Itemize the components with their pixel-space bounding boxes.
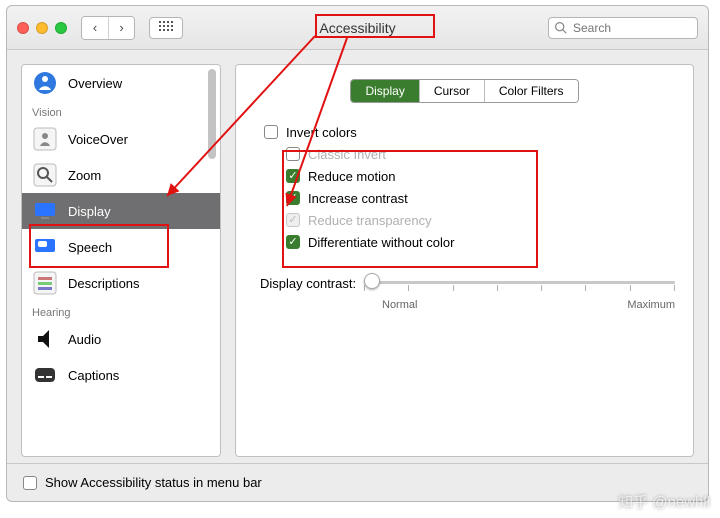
slider-knob[interactable] xyxy=(364,273,380,289)
prefs-window: ‹ › Accessibility Overview Vision xyxy=(6,5,709,502)
sidebar-item-label: Zoom xyxy=(68,168,101,183)
contrast-label: Display contrast: xyxy=(260,276,356,291)
sidebar-item-label: Overview xyxy=(68,76,122,91)
checkbox xyxy=(286,147,300,161)
slider-min-label: Normal xyxy=(382,299,417,311)
option-classic-invert: Classic Invert xyxy=(286,143,675,165)
checkbox[interactable] xyxy=(286,235,300,249)
sidebar-section: Vision xyxy=(22,101,220,121)
minimize-icon[interactable] xyxy=(36,22,48,34)
traffic-lights xyxy=(17,22,67,34)
tab-display[interactable]: Display xyxy=(351,80,418,102)
sidebar-item-label: VoiceOver xyxy=(68,132,128,147)
sidebar-scrollbar[interactable] xyxy=(206,69,218,452)
slider-minmax: Normal Maximum xyxy=(382,299,675,311)
speech-icon xyxy=(32,234,58,260)
sidebar-item-captions[interactable]: Captions xyxy=(22,357,220,393)
captions-icon xyxy=(32,362,58,388)
zoom-icon xyxy=(32,162,58,188)
option-label: Reduce motion xyxy=(308,169,395,184)
contrast-slider[interactable] xyxy=(364,271,675,295)
tab-color-filters[interactable]: Color Filters xyxy=(484,80,578,102)
footer-checkbox[interactable] xyxy=(23,476,37,490)
option-invert-colors[interactable]: Invert colors xyxy=(264,121,675,143)
sidebar-item-label: Speech xyxy=(68,240,112,255)
footer: Show Accessibility status in menu bar xyxy=(7,463,708,501)
option-differentiate-without-color[interactable]: Differentiate without color xyxy=(286,231,675,253)
scrollbar-thumb[interactable] xyxy=(208,69,216,159)
checkbox[interactable] xyxy=(264,125,278,139)
sidebar-item-descriptions[interactable]: Descriptions xyxy=(22,265,220,301)
sidebar-item-label: Captions xyxy=(68,368,119,383)
contrast-slider-row: Display contrast: xyxy=(260,271,675,295)
sidebar-item-zoom[interactable]: Zoom xyxy=(22,157,220,193)
window-title: Accessibility xyxy=(319,20,395,36)
checkbox[interactable] xyxy=(286,169,300,183)
voiceover-icon xyxy=(32,126,58,152)
search-field-wrap xyxy=(548,17,698,39)
sidebar-section: Hearing xyxy=(22,301,220,321)
sidebar-item-label: Audio xyxy=(68,332,101,347)
sidebar-item-label: Display xyxy=(68,204,111,219)
option-reduce-transparency: Reduce transparency xyxy=(286,209,675,231)
watermark: 知乎 @newhll xyxy=(618,491,710,512)
search-input[interactable] xyxy=(548,17,698,39)
body: Overview Vision VoiceOver Zoom Display Sp… xyxy=(7,50,708,463)
checkbox xyxy=(286,213,300,227)
option-label: Classic Invert xyxy=(308,147,386,162)
overview-icon xyxy=(32,70,58,96)
show-all-button[interactable] xyxy=(149,17,183,39)
zoom-icon[interactable] xyxy=(55,22,67,34)
sidebar-item-audio[interactable]: Audio xyxy=(22,321,220,357)
back-button[interactable]: ‹ xyxy=(82,17,108,39)
option-label: Increase contrast xyxy=(308,191,408,206)
nav-arrows: ‹ › xyxy=(81,16,135,40)
sidebar: Overview Vision VoiceOver Zoom Display Sp… xyxy=(21,64,221,457)
option-label: Invert colors xyxy=(286,125,357,140)
search-icon xyxy=(554,21,567,34)
descriptions-icon xyxy=(32,270,58,296)
forward-button[interactable]: › xyxy=(108,17,134,39)
footer-label: Show Accessibility status in menu bar xyxy=(45,475,262,490)
sidebar-item-label: Descriptions xyxy=(68,276,140,291)
checkbox[interactable] xyxy=(286,191,300,205)
close-icon[interactable] xyxy=(17,22,29,34)
titlebar: ‹ › Accessibility xyxy=(7,6,708,50)
display-icon xyxy=(32,198,58,224)
segmented-tabs: DisplayCursorColor Filters xyxy=(254,79,675,103)
audio-icon xyxy=(32,326,58,352)
option-label: Reduce transparency xyxy=(308,213,432,228)
sidebar-item-display[interactable]: Display xyxy=(22,193,220,229)
option-label: Differentiate without color xyxy=(308,235,454,250)
content-panel: DisplayCursorColor Filters Invert colors… xyxy=(235,64,694,457)
sidebar-item-speech[interactable]: Speech xyxy=(22,229,220,265)
sidebar-item-overview[interactable]: Overview xyxy=(22,65,220,101)
sidebar-item-voiceover[interactable]: VoiceOver xyxy=(22,121,220,157)
tab-cursor[interactable]: Cursor xyxy=(419,80,484,102)
option-increase-contrast[interactable]: Increase contrast xyxy=(286,187,675,209)
slider-max-label: Maximum xyxy=(627,299,675,311)
option-reduce-motion[interactable]: Reduce motion xyxy=(286,165,675,187)
grid-icon xyxy=(159,21,173,35)
